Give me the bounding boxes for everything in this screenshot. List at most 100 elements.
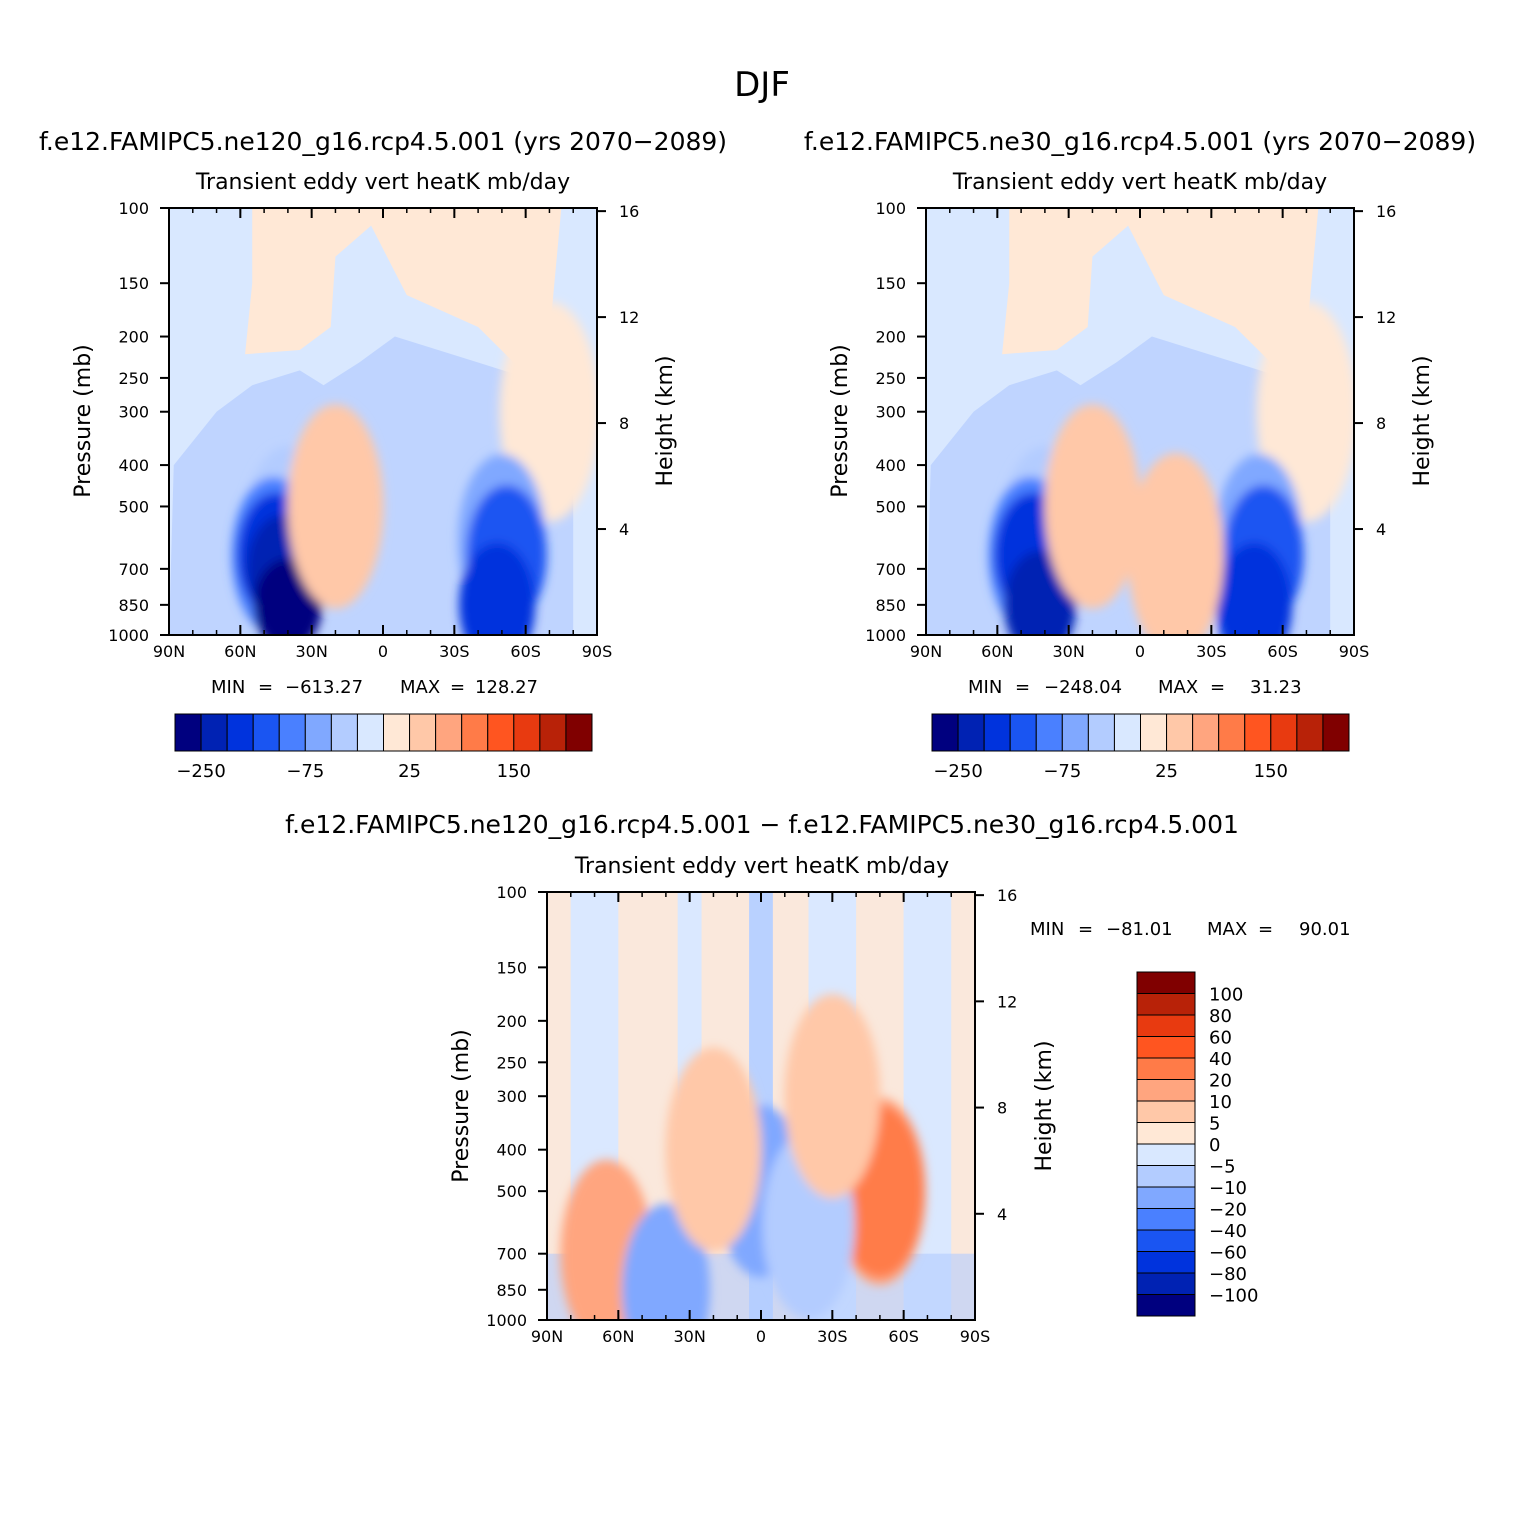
panel3-min-label: MIN <box>1030 919 1064 940</box>
panel2-ylabel: Pressure (mb) <box>828 344 853 498</box>
panel2-minmax: MIN = −248.04 MAX = 31.23 <box>968 677 1302 698</box>
colorbar-label: 100 <box>1209 985 1243 1006</box>
x-tick-label: 60S <box>510 642 541 661</box>
y-tick-label: 300 <box>496 1087 527 1106</box>
x-tick-label: 30S <box>817 1327 848 1346</box>
diff-band <box>951 892 975 1320</box>
colorbar-swatch <box>1322 713 1350 752</box>
colorbar-swatch <box>383 713 411 752</box>
panel3-variable-title: Transient eddy vert heatK mb/day <box>574 854 949 879</box>
colorbar-label: −75 <box>286 761 324 782</box>
panel2-variable-title: Transient eddy vert heatK mb/day <box>952 170 1327 195</box>
colorbar-label: −250 <box>176 761 225 782</box>
contour-blobs <box>231 301 597 635</box>
x-tick-label: 90S <box>1339 642 1370 661</box>
contour-blob-8 <box>459 542 536 635</box>
x-tick-label: 90N <box>153 642 185 661</box>
colorbar-swatch <box>1136 1272 1196 1295</box>
y-tick-label: 1000 <box>486 1311 527 1330</box>
y-right-tick-label: 16 <box>997 886 1017 905</box>
colorbar-swatch <box>1296 713 1324 752</box>
panel1-minmax: MIN = −613.27 MAX = 128.27 <box>211 677 538 698</box>
x-tick-label: 30S <box>1196 642 1227 661</box>
colorbar-swatch <box>1136 971 1196 994</box>
contour-blobs <box>560 994 926 1320</box>
panel1-colorbar: −250 −75 25 150 <box>174 713 593 782</box>
colorbar-swatch <box>957 713 985 752</box>
colorbar-swatch <box>1136 1186 1196 1209</box>
colorbar-swatch <box>330 713 358 752</box>
contour-blob-9 <box>1127 453 1224 635</box>
colorbar-swatch <box>278 713 306 752</box>
colorbar-swatch <box>1136 1122 1196 1145</box>
panel3-min-value: −81.01 <box>1106 919 1173 940</box>
x-tick-label: 60S <box>1267 642 1298 661</box>
colorbar-swatch <box>539 713 567 752</box>
colorbar-swatch <box>1136 1229 1196 1252</box>
x-tick-label: 0 <box>1135 642 1145 661</box>
colorbar-label: −40 <box>1209 1221 1247 1242</box>
svg-text:=: = <box>450 677 465 698</box>
colorbar-swatch <box>1136 1036 1196 1059</box>
x-tick-label: 30S <box>439 642 470 661</box>
y-tick-label: 1000 <box>108 626 149 645</box>
colorbar-swatch <box>304 713 332 752</box>
contour-field <box>169 208 597 635</box>
colorbar-swatch <box>931 713 959 752</box>
colorbar-label: 5 <box>1209 1114 1220 1135</box>
colorbar-label: −75 <box>1043 761 1081 782</box>
contour-blob-6 <box>665 1047 762 1252</box>
panel3-plot: 90N 60N 30N 0 30S 60S 90S 100 150 200 250 300 400 500… <box>486 883 1017 1346</box>
svg-text:=: = <box>1015 677 1030 698</box>
panel2-max-label: MAX <box>1158 677 1198 698</box>
x-tick-label: 0 <box>378 642 388 661</box>
y-right-tick-label: 16 <box>619 202 639 221</box>
panel1-plot: 90N 60N 30N 0 30S 60S 90S 100 150 200 250 300 400 500… <box>108 199 639 661</box>
x-tick-label: 30N <box>674 1327 706 1346</box>
panel3-max-value: 90.01 <box>1299 919 1351 940</box>
y-tick-label: 150 <box>875 274 906 293</box>
y-tick-label: 150 <box>496 958 527 977</box>
colorbar-swatch <box>983 713 1011 752</box>
contour-field <box>926 208 1354 635</box>
colorbar-swatch <box>1136 993 1196 1016</box>
colorbar-swatch <box>1136 1100 1196 1123</box>
contour-blob-8 <box>1044 404 1141 609</box>
colorbar-label: 150 <box>497 761 531 782</box>
panel2-max-value: 31.23 <box>1250 677 1302 698</box>
colorbar-label: 20 <box>1209 1071 1232 1092</box>
x-tick-label: 90S <box>960 1327 991 1346</box>
y-right-tick-label: 12 <box>997 992 1017 1011</box>
colorbar-swatch <box>409 713 437 752</box>
figure-title: DJF <box>734 65 790 105</box>
y-right-tick-label: 16 <box>1376 202 1396 221</box>
colorbar-swatch <box>1270 713 1298 752</box>
colorbar-swatch <box>1136 1294 1196 1317</box>
colorbar-label: 40 <box>1209 1049 1232 1070</box>
y-tick-label: 100 <box>496 883 527 902</box>
y-tick-label: 400 <box>118 456 149 475</box>
y-right-tick-label: 4 <box>997 1205 1007 1224</box>
x-tick-label: 90S <box>582 642 613 661</box>
colorbar-label: 60 <box>1209 1028 1232 1049</box>
colorbar-label: −60 <box>1209 1243 1247 1264</box>
y-tick-label: 700 <box>875 560 906 579</box>
y-tick-label: 500 <box>496 1182 527 1201</box>
y-tick-label: 200 <box>875 328 906 347</box>
contour-blob-7 <box>1216 542 1293 635</box>
y-tick-label: 850 <box>875 596 906 615</box>
colorbar-swatch <box>1218 713 1246 752</box>
panel3-ylabel-right: Height (km) <box>1032 1040 1057 1171</box>
colorbar-swatch <box>1136 1143 1196 1166</box>
y-tick-label: 300 <box>875 403 906 422</box>
y-right-tick-label: 8 <box>1376 414 1386 433</box>
colorbar-swatch <box>174 713 202 752</box>
y-tick-label: 850 <box>496 1281 527 1300</box>
x-tick-label: 60S <box>888 1327 919 1346</box>
panel3-minmax: MIN = −81.01 MAX = 90.01 <box>1030 919 1351 940</box>
diff-band <box>547 892 571 1320</box>
panel1-max-label: MAX <box>400 677 440 698</box>
y-tick-label: 100 <box>118 199 149 218</box>
